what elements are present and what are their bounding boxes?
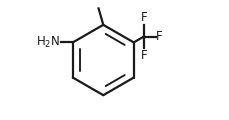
Text: F: F: [155, 30, 162, 43]
Text: H$_2$N: H$_2$N: [36, 35, 60, 50]
Text: F: F: [140, 49, 147, 62]
Text: F: F: [140, 11, 147, 24]
